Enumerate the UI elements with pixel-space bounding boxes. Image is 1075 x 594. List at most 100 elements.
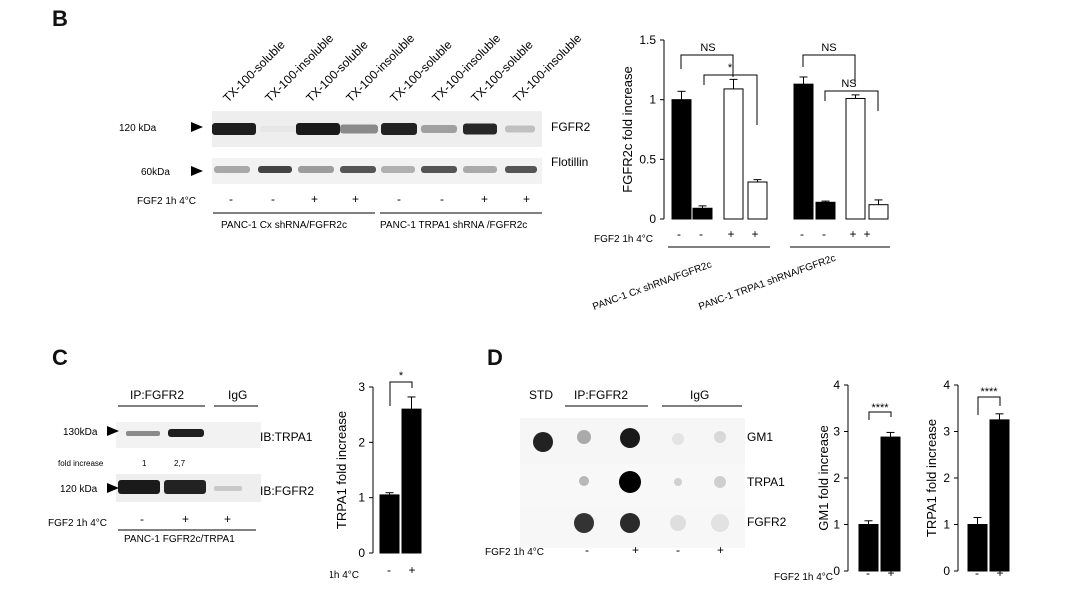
y-axis-label: GM1 fold increase [816, 425, 831, 531]
y-tick-label: 3 [943, 425, 950, 439]
y-tick-label: 2 [833, 471, 840, 485]
sig-bracket [868, 411, 892, 420]
dot-spot [574, 513, 594, 533]
panel-c-blot: IP:FGFR2 IgG 130kDa 120 kDa IB:TRPA1 IB:… [48, 388, 314, 545]
mw-120: 120 kDa [119, 123, 157, 134]
sig-bracket [977, 396, 1001, 415]
dot-spot [670, 515, 686, 531]
dot-spot [620, 428, 640, 448]
panel-letter-d: D [487, 345, 503, 370]
x-sign: - [800, 227, 804, 241]
dot-spot [620, 513, 640, 533]
fgfr2-band [214, 486, 242, 491]
bar [845, 97, 866, 220]
fgfr2-band [164, 480, 206, 494]
fold-value-1: 1 [142, 459, 147, 468]
fgfr2-band [421, 125, 457, 133]
bar [858, 524, 879, 572]
x-sign: - [677, 227, 681, 241]
sig-label: * [399, 370, 404, 382]
chart-c: 0 1 2 3 TRPA1 fold increase * - + FGF2 1h 4°C [330, 370, 422, 581]
treatment-label: FGF2 1h 4°C [137, 196, 196, 207]
blot-label-flotillin: Flotillin [551, 155, 588, 169]
bar [880, 436, 901, 572]
dot-spot [672, 433, 684, 445]
flotillin-band [381, 166, 415, 173]
sign-2: + [182, 512, 189, 526]
mw-60: 60kDa [141, 167, 170, 178]
flotillin-band [258, 166, 292, 173]
ip-label: IP:FGFR2 [130, 388, 184, 402]
fgfr2-band [505, 125, 535, 133]
blot-label-fgfr2: FGFR2 [551, 120, 591, 134]
sig-label: NS [821, 42, 836, 54]
bar [723, 88, 744, 220]
flotillin-band [505, 166, 537, 173]
ip-label: IP:FGFR2 [574, 388, 628, 402]
group-label-cx: PANC-1 Cx shRNA/FGFR2c [221, 220, 347, 231]
y-tick-label: 2 [358, 435, 365, 449]
treatment-sign: + [481, 192, 488, 206]
y-tick-label: 1 [943, 518, 950, 532]
sig-bracket [680, 54, 734, 77]
treatment-sign: + [523, 192, 530, 206]
chart-d2: 0 1 2 3 4 TRPA1 fold increase **** - + [924, 378, 1010, 580]
blot-bands [118, 429, 242, 494]
row-label-gm1: GM1 [747, 430, 773, 444]
flotillin-band [463, 166, 497, 173]
sig-label: NS [700, 42, 715, 54]
sign-3: + [224, 512, 231, 526]
x-sign: - [699, 227, 703, 241]
treatment-sign: + [352, 192, 359, 206]
panel-b-blot: TX-100-solubleTX-100-insolubleTX-100-sol… [119, 31, 591, 231]
dot-spot [711, 514, 729, 532]
arrow-120-icon [107, 483, 119, 493]
dot-spot [579, 476, 589, 486]
panel-d-dotblot: STD IP:FGFR2 IgG GM1 TRPA1 FGFR2 FGF2 1h… [485, 388, 787, 558]
treatment-sign: + [311, 192, 318, 206]
y-tick-label: 1.5 [639, 33, 656, 47]
y-tick-label: 2 [943, 471, 950, 485]
y-tick-label: 0.5 [639, 152, 656, 166]
treatment-label: FGF2 1h 4°C [48, 518, 107, 529]
sign-3: - [676, 543, 680, 557]
y-tick-label: 0 [649, 212, 656, 226]
y-axis-label: FGFR2c fold increase [620, 66, 635, 192]
x-sign: - [387, 563, 391, 577]
bar [671, 99, 692, 220]
sig-bracket [802, 54, 856, 83]
y-tick-label: 1 [358, 491, 365, 505]
chart-d1: 0 1 2 3 4 GM1 fold increase **** - + FGF2 1h 4°C [774, 378, 901, 583]
y-axis-label: TRPA1 fold increase [924, 419, 939, 537]
dot-spot [714, 476, 726, 488]
cell-line-label: PANC-1 FGFR2c/TRPA1 [124, 534, 235, 545]
x-sign: + [887, 566, 894, 580]
treatment-label: FGF2 1h 4°C [594, 234, 653, 245]
arrow-60-icon [191, 166, 203, 176]
sig-label: **** [871, 402, 889, 414]
x-sign: + [727, 227, 734, 241]
sig-label: * [728, 62, 733, 74]
fold-label: fold increase [58, 459, 104, 468]
treatment-sign: - [271, 192, 275, 206]
bar [692, 207, 713, 220]
row-label-fgfr2: FGFR2 [747, 515, 787, 529]
trpa1-band [126, 431, 160, 436]
dot-spot [674, 478, 682, 486]
sign-1: - [585, 543, 589, 557]
sig-bracket [824, 90, 879, 111]
fgfr2-band [296, 123, 340, 135]
sign-4: + [717, 543, 724, 557]
dot-blot-spots [533, 428, 729, 533]
fgfr2-band [260, 126, 300, 132]
treatment-sign: - [229, 192, 233, 206]
arrow-120-icon [191, 122, 203, 132]
flotillin-band [298, 166, 334, 173]
fold-value-2: 2,7 [174, 459, 186, 468]
sig-label: **** [980, 386, 998, 398]
y-tick-label: 3 [358, 380, 365, 394]
group-label-trpa1: PANC-1 TRPA1 shRNA/FGFR2c [697, 253, 837, 313]
fgfr2-band [118, 480, 160, 494]
sig-label: NS [841, 78, 856, 90]
sign-2: + [632, 543, 639, 557]
